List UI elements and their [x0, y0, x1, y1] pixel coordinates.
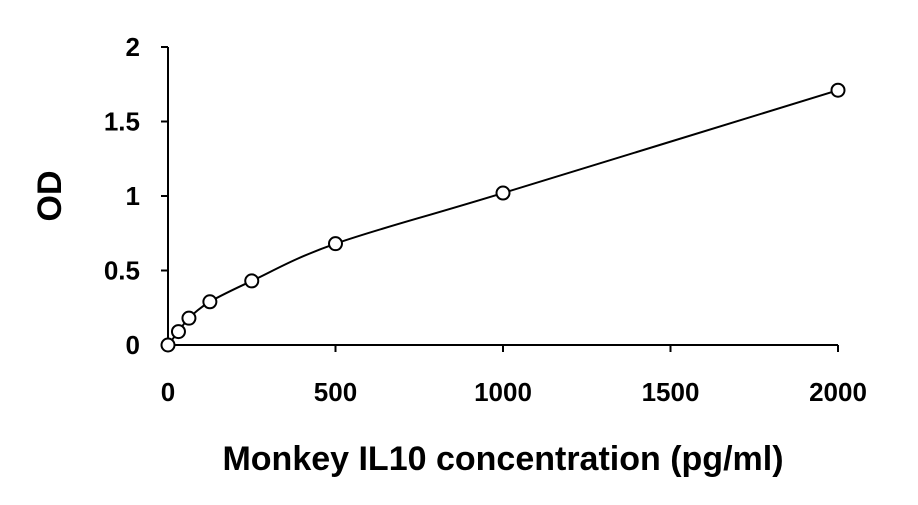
fitted-curve	[167, 89, 839, 346]
x-tick-label: 1000	[474, 377, 532, 407]
x-tick-label: 2000	[809, 377, 867, 407]
data-point	[160, 337, 176, 353]
y-tick-label: 0	[126, 330, 140, 360]
x-tick-label: 1500	[642, 377, 700, 407]
x-tick-label: 500	[314, 377, 357, 407]
data-point	[328, 236, 343, 252]
data-point	[170, 324, 186, 340]
data-point	[830, 82, 846, 98]
x-axis-title: Monkey IL10 concentration (pg/ml)	[222, 440, 783, 478]
x-ticks: 0 500 1000 1500 2000	[161, 345, 867, 407]
y-tick-label: 1	[126, 181, 140, 211]
data-point	[181, 310, 197, 326]
data-point	[202, 294, 218, 310]
points-layer	[160, 82, 846, 353]
data-point	[244, 273, 260, 289]
curve-layer	[167, 89, 839, 346]
data-point	[495, 185, 511, 201]
y-tick-label: 0.5	[104, 256, 140, 286]
y-ticks: 0 0.5 1 1.5 2	[104, 32, 168, 360]
y-tick-label: 2	[126, 32, 140, 62]
y-tick-label: 1.5	[104, 107, 140, 137]
y-axis-title: OD	[31, 171, 69, 222]
x-tick-label: 0	[161, 377, 175, 407]
